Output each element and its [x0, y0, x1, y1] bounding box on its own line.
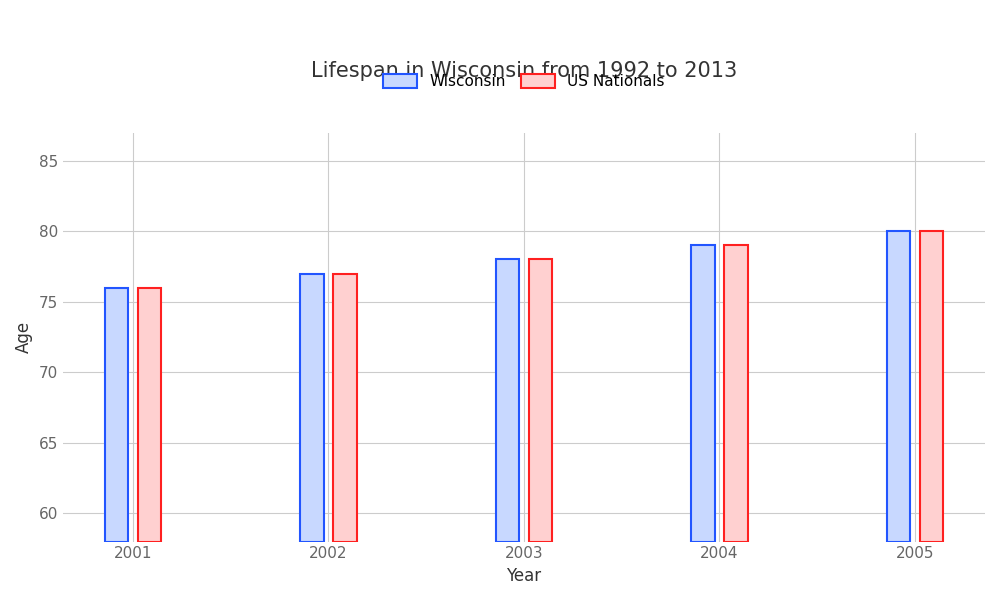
Bar	[496, 259, 519, 542]
Bar	[529, 259, 552, 542]
X-axis label: Year: Year	[506, 567, 541, 585]
Title: Lifespan in Wisconsin from 1992 to 2013: Lifespan in Wisconsin from 1992 to 2013	[311, 61, 737, 81]
Legend: Wisconsin, US Nationals: Wisconsin, US Nationals	[376, 67, 672, 97]
Bar	[300, 274, 324, 542]
Bar	[691, 245, 715, 542]
Bar	[105, 287, 128, 542]
Bar	[138, 287, 161, 542]
Bar	[724, 245, 748, 542]
Bar	[920, 231, 943, 542]
Bar	[333, 274, 357, 542]
Y-axis label: Age: Age	[15, 321, 33, 353]
Bar	[887, 231, 910, 542]
